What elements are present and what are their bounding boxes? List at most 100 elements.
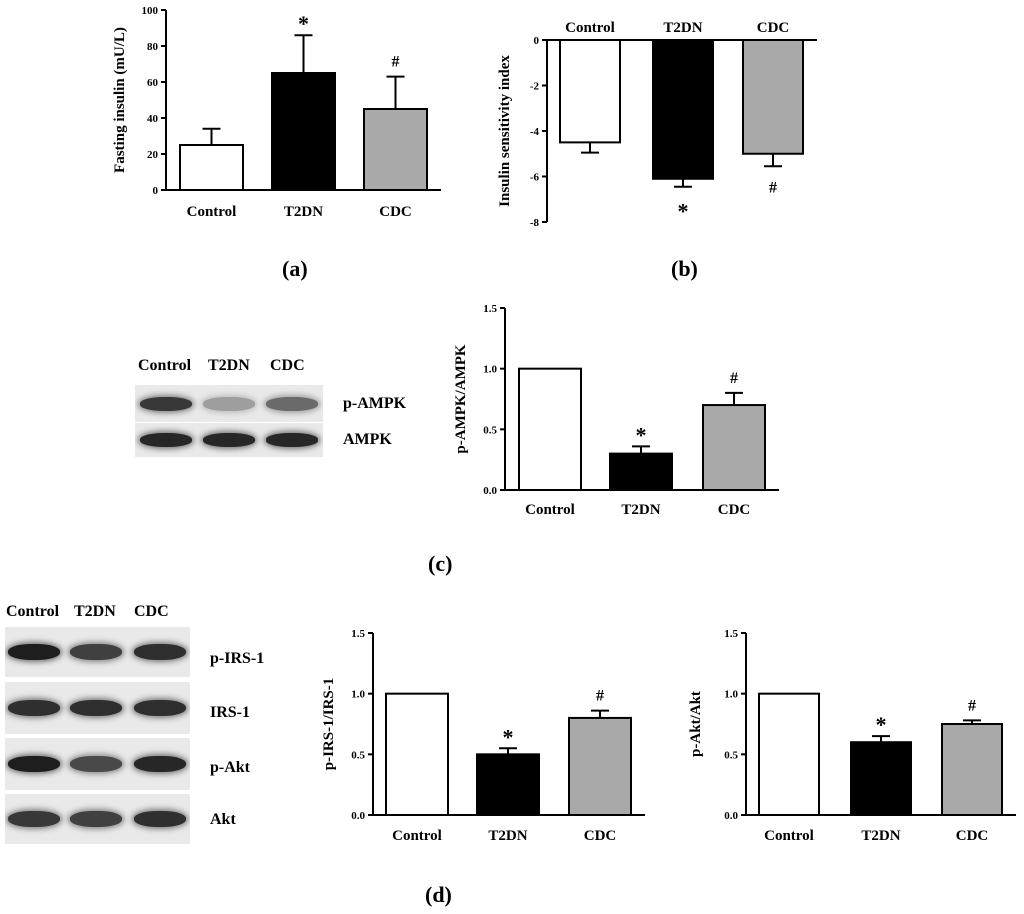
y-tick-label: 100 xyxy=(142,5,159,17)
significance-marker: * xyxy=(636,422,647,447)
blot-c-lane-label: Control xyxy=(138,357,192,374)
y-axis-label: p-AMPK/AMPK xyxy=(453,344,469,453)
bar xyxy=(652,39,714,180)
bar xyxy=(518,367,582,491)
y-tick-label: 0 xyxy=(534,35,540,47)
blot-d-row-label: p-Akt xyxy=(210,759,251,776)
y-tick-label: 0.5 xyxy=(351,749,365,761)
significance-marker: # xyxy=(730,370,738,387)
blot-band xyxy=(8,700,60,716)
y-tick-label: 60 xyxy=(147,77,159,89)
y-tick-label: -6 xyxy=(530,172,540,184)
blot-band xyxy=(70,756,122,772)
bar xyxy=(476,753,540,816)
blot-band xyxy=(203,433,255,447)
y-axis-label: p-Akt/Akt xyxy=(688,691,704,757)
bar xyxy=(702,404,766,492)
panel-label-d: (d) xyxy=(425,882,452,907)
significance-marker: * xyxy=(678,199,689,224)
chart-fasting-insulin: 0 20 40 60 80 100 Fasting insulin (mU/L) Contro… xyxy=(112,5,441,220)
y-tick-label: 0.5 xyxy=(724,749,738,761)
y-tick-label: 0.5 xyxy=(483,424,497,436)
blot-band xyxy=(134,756,186,772)
blot-band xyxy=(266,433,318,447)
blot-strip xyxy=(135,423,323,457)
y-tick-label: 1.5 xyxy=(483,303,497,315)
y-tick-label: 40 xyxy=(147,113,159,125)
significance-marker: * xyxy=(503,724,514,749)
blot-band xyxy=(140,396,192,411)
significance-marker: * xyxy=(876,712,887,737)
category-label: Control xyxy=(764,828,814,844)
y-tick-label: 0 xyxy=(153,185,159,197)
bar xyxy=(179,144,244,191)
blot-c-row-label: AMPK xyxy=(343,431,392,448)
bar xyxy=(363,108,428,191)
blot-c-lane-label: T2DN xyxy=(208,357,250,374)
category-label: Control xyxy=(565,20,615,36)
blot-band xyxy=(8,811,60,827)
y-tick-label: 1.0 xyxy=(351,689,365,701)
blot-c-row-label: p-AMPK xyxy=(343,395,407,412)
category-label: Control xyxy=(187,204,237,220)
y-tick-label: 20 xyxy=(147,149,159,161)
blot-d-row-label: Akt xyxy=(210,811,236,828)
blot-band xyxy=(266,396,318,411)
blot-band xyxy=(134,644,186,660)
y-axis-label: p-IRS-1/IRS-1 xyxy=(321,678,337,771)
category-label: CDC xyxy=(584,828,617,844)
blot-d-lane-label: T2DN xyxy=(74,603,116,620)
blot-band xyxy=(203,396,255,411)
bar xyxy=(568,716,632,817)
blot-strip xyxy=(5,794,190,844)
blot-band xyxy=(8,644,60,660)
category-label: CDC xyxy=(718,502,751,518)
category-label: CDC xyxy=(757,20,790,36)
bar xyxy=(850,741,912,817)
y-tick-label: 0.0 xyxy=(483,485,497,497)
y-axis-label: Fasting insulin (mU/L) xyxy=(112,27,128,173)
y-axis-label: Insulin sensitivity index xyxy=(497,55,513,207)
significance-marker: # xyxy=(769,179,777,196)
blot-band xyxy=(134,700,186,716)
significance-marker: * xyxy=(298,11,309,36)
category-label: Control xyxy=(392,828,442,844)
blot-strip xyxy=(5,627,190,677)
significance-marker: # xyxy=(968,697,976,714)
category-label: T2DN xyxy=(621,502,660,518)
bar xyxy=(742,39,804,155)
y-tick-label: 1.0 xyxy=(483,364,497,376)
blot-strip xyxy=(135,385,323,422)
category-label: T2DN xyxy=(861,828,900,844)
category-label: CDC xyxy=(956,828,989,844)
blot-strip xyxy=(5,738,190,790)
blot-d-row-label: IRS-1 xyxy=(210,704,251,721)
chart-p-irs1-ratio: 0.0 0.5 1.0 1.5 p-IRS-1/IRS-1 Control * T2DN # CD… xyxy=(321,628,645,844)
blot-band xyxy=(134,811,186,827)
y-tick-label: -4 xyxy=(530,126,540,138)
significance-marker: # xyxy=(392,54,400,71)
bar xyxy=(385,692,449,817)
bar xyxy=(941,723,1003,816)
chart-p-akt-ratio: 0.0 0.5 1.0 1.5 p-Akt/Akt Control * T2DN # CDC xyxy=(688,628,1016,844)
y-tick-label: 1.5 xyxy=(351,628,365,640)
y-tick-label: 1.5 xyxy=(724,628,738,640)
blot-band xyxy=(70,811,122,827)
blot-band xyxy=(140,433,192,447)
category-label: T2DN xyxy=(663,20,702,36)
blot-d-lane-label: CDC xyxy=(134,603,169,620)
significance-marker: # xyxy=(596,688,604,705)
y-tick-label: 1.0 xyxy=(724,689,738,701)
bar xyxy=(559,39,621,144)
category-label: T2DN xyxy=(284,204,323,220)
bar xyxy=(758,692,820,817)
blot-band xyxy=(70,644,122,660)
y-tick-label: 0.0 xyxy=(351,810,365,822)
panel-label-c: (c) xyxy=(428,551,453,576)
blot-d-lane-label: Control xyxy=(6,603,60,620)
y-tick-label: 0.0 xyxy=(724,810,738,822)
blot-band xyxy=(70,700,122,716)
blot-c-lane-label: CDC xyxy=(270,357,305,374)
y-tick-label: -8 xyxy=(530,217,540,229)
blot-d-row-label: p-IRS-1 xyxy=(210,650,265,667)
